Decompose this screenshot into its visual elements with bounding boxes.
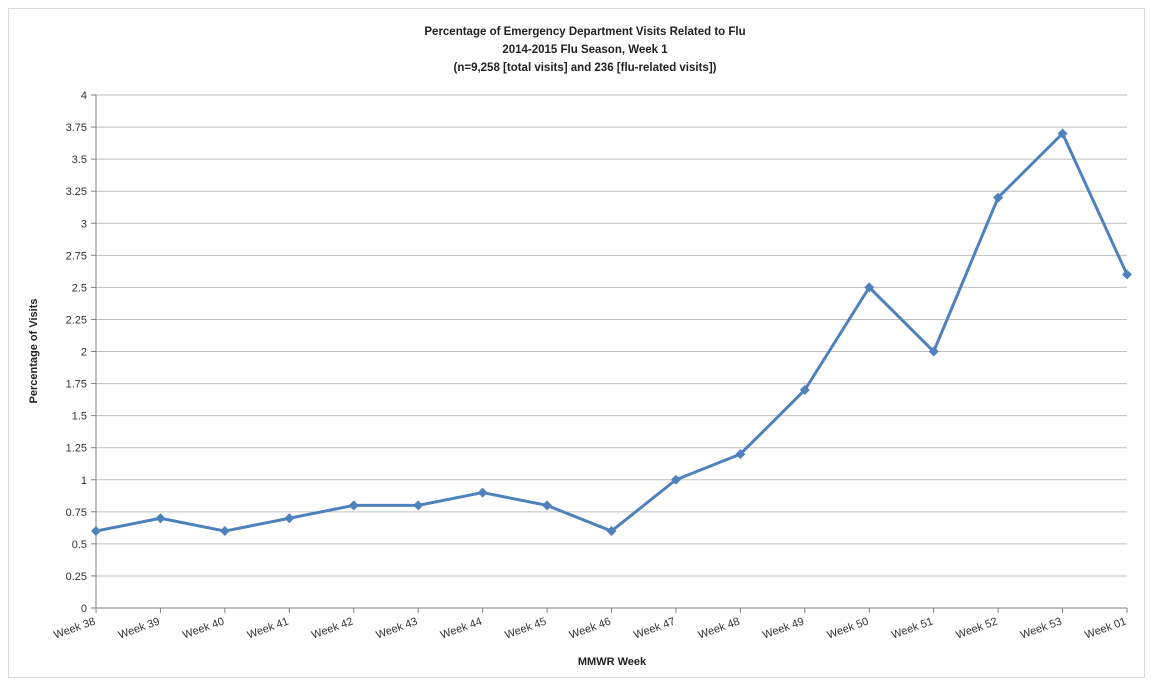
data-point-marker — [348, 500, 359, 511]
y-tick-label: 2.5 — [72, 282, 87, 294]
data-point-marker — [91, 526, 101, 537]
x-tick-label: Week 42 — [310, 616, 355, 642]
data-point-marker — [284, 513, 295, 524]
data-point-marker — [928, 346, 939, 357]
x-tick-label: Week 39 — [117, 616, 162, 642]
data-point-marker — [670, 474, 681, 485]
data-point-marker — [864, 282, 875, 293]
y-tick-label: 1.75 — [66, 379, 87, 391]
x-tick-label: Week 49 — [761, 616, 806, 642]
gridlines — [96, 94, 1127, 609]
y-tick-label: 0.5 — [72, 539, 87, 551]
data-point-marker — [155, 513, 166, 524]
x-tick-label: Week 41 — [246, 616, 291, 642]
y-tick-label: 4 — [81, 90, 87, 102]
chart-title-line-2: 2014-2015 Flu Season, Week 1 — [502, 44, 668, 56]
x-tick-label: Week 51 — [890, 616, 935, 642]
chart-title-line-1: Percentage of Emergency Department Visit… — [424, 26, 745, 38]
data-point-marker — [413, 500, 424, 511]
x-tick-label: Week 48 — [697, 616, 742, 642]
y-tick-label: 3.75 — [66, 122, 87, 134]
y-tick-label: 1 — [81, 475, 87, 487]
y-tick-label: 3.25 — [66, 186, 87, 198]
data-point-marker — [799, 384, 810, 395]
data-point-marker — [735, 449, 746, 460]
data-point-marker — [219, 526, 230, 537]
series — [91, 128, 1132, 537]
x-tick-label: Week 47 — [632, 616, 677, 642]
y-axis-title: Percentage of Visits — [28, 299, 40, 404]
y-tick-label: 0.75 — [66, 507, 87, 519]
data-point-marker — [1057, 128, 1068, 139]
x-axis-title: MMWR Week — [578, 656, 647, 668]
y-tick-label: 2.75 — [66, 250, 87, 262]
x-tick-label: Week 01 — [1083, 616, 1128, 642]
line-chart: Percentage of Emergency Department Visit… — [28, 26, 1132, 668]
chart-frame: Percentage of Emergency Department Visit… — [8, 8, 1145, 678]
x-tick-label: Week 52 — [954, 616, 999, 642]
data-point-marker — [477, 487, 488, 498]
series-line — [95, 131, 1129, 533]
x-tick-label: Week 44 — [439, 616, 484, 642]
y-tick-label: 3.5 — [72, 154, 87, 166]
x-tick-label: Week 50 — [826, 616, 871, 642]
y-tick-label: 2.25 — [66, 314, 87, 326]
y-tick-label: 0.25 — [66, 571, 87, 583]
y-tick-label: 1.25 — [66, 443, 87, 455]
chart-title: Percentage of Emergency Department Visit… — [424, 26, 745, 74]
y-tick-label: 3 — [81, 218, 87, 230]
y-axis-ticks: 0 0.25 0.5 0.75 1 1.25 1.5 1.75 2 2.25 2.5 2.75 3 3.2… — [66, 90, 96, 615]
x-tick-label: Week 45 — [503, 616, 548, 642]
data-point-marker — [1122, 269, 1132, 280]
data-point-marker — [542, 500, 553, 511]
y-tick-label: 0 — [81, 603, 87, 615]
x-tick-label: Week 53 — [1019, 616, 1064, 642]
data-point-marker — [606, 526, 617, 537]
data-point-marker — [993, 192, 1004, 203]
x-tick-label: Week 38 — [52, 616, 97, 642]
y-tick-label: 2 — [81, 347, 87, 359]
chart-title-line-3: (n=9,258 [total visits] and 236 [flu-rel… — [454, 62, 717, 74]
x-axis-ticks: Week 38 Week 39 Week 40 Week 41 Week 42 Week … — [52, 608, 1128, 642]
x-tick-label: Week 43 — [374, 616, 419, 642]
x-tick-label: Week 40 — [181, 616, 226, 642]
x-tick-label: Week 46 — [568, 616, 613, 642]
y-tick-label: 1.5 — [72, 411, 87, 423]
